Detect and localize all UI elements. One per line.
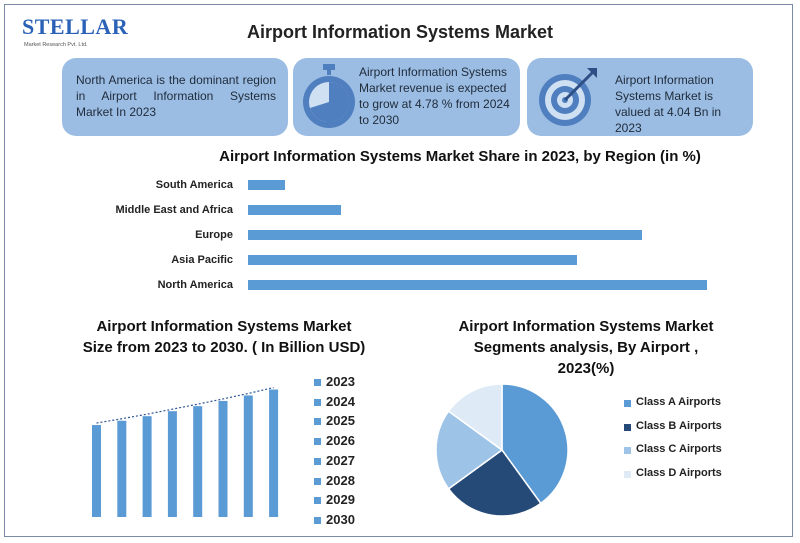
pie-legend-swatch [624, 423, 631, 431]
page-frame [4, 4, 793, 537]
info-card-value-text: Airport Information Systems Market is va… [615, 73, 722, 135]
size-bar [117, 420, 127, 517]
region-bar [248, 255, 578, 265]
pie-legend-swatch [624, 447, 631, 454]
size-bar [167, 411, 177, 517]
pie-legend-label: Class D Airports [636, 466, 722, 479]
legend-swatch [314, 516, 321, 524]
size-bar [142, 416, 152, 517]
size-bar [218, 400, 228, 517]
info-card-growth: Airport Information Systems Market reven… [293, 58, 520, 136]
pie-legend-label: Class B Airports [636, 419, 722, 432]
legend-year: 2026 [326, 433, 355, 449]
size-chart-title: Airport Information Systems Market Size … [82, 318, 366, 356]
info-card-growth-text: Airport Information Systems Market reven… [359, 65, 510, 127]
pie-slice [435, 410, 504, 490]
legend-swatch [314, 497, 321, 505]
pie-legend-swatch [624, 470, 631, 478]
legend-swatch [314, 477, 321, 485]
region-bar [248, 280, 708, 290]
logo-tagline: Market Research Pvt. Ltd. [24, 42, 88, 48]
logo-name: STELLAR [22, 14, 129, 39]
size-trendline [96, 386, 274, 424]
pie-slice [501, 383, 569, 505]
pie-chart-title: Airport Information Systems Market Segme… [458, 318, 714, 377]
legend-year: 2029 [326, 492, 355, 508]
info-card-region: North America is the dominant region in … [62, 58, 288, 136]
region-bar [248, 230, 643, 240]
stopwatch-icon [303, 64, 355, 128]
info-card-region-text: North America is the dominant region in … [76, 73, 276, 119]
page-title: Airport Information Systems Market [246, 22, 554, 42]
pie-legend-label: Class A Airports [636, 396, 721, 408]
region-label: Asia Pacific [171, 254, 233, 266]
pie-legend-label: Class C Airports [636, 443, 722, 455]
size-bar-chart [92, 386, 279, 517]
legend-swatch [314, 398, 321, 406]
target-icon [539, 68, 597, 126]
region-chart-title: Airport Information Systems Market Share… [219, 148, 701, 165]
size-bar [243, 395, 253, 517]
size-bar [193, 406, 203, 517]
region-bar [248, 205, 341, 215]
segment-pie-chart [435, 383, 569, 517]
pie-legend-swatch [624, 400, 631, 407]
legend-year: 2023 [326, 374, 355, 389]
region-label: North America [157, 279, 233, 291]
legend-year: 2024 [326, 393, 355, 409]
region-bar [248, 180, 286, 190]
pie-slice [447, 448, 542, 517]
legend-swatch [314, 379, 321, 386]
legend-year: 2025 [326, 413, 355, 429]
legend-year: 2027 [326, 452, 355, 468]
size-bar [269, 389, 279, 517]
legend-swatch [314, 457, 321, 465]
info-card-value: Airport Information Systems Market is va… [527, 58, 753, 136]
region-label: Middle East and Africa [115, 204, 233, 216]
pie-slice [447, 383, 503, 452]
legend-swatch [314, 438, 321, 446]
legend-year: 2030 [326, 511, 355, 527]
size-bar [92, 425, 101, 517]
legend-swatch [314, 418, 321, 426]
legend-year: 2028 [326, 472, 355, 488]
stellar-logo: STELLAR Market Research Pvt. Ltd. [22, 10, 128, 58]
region-label: South America [155, 179, 233, 191]
region-label: Europe [195, 229, 233, 241]
